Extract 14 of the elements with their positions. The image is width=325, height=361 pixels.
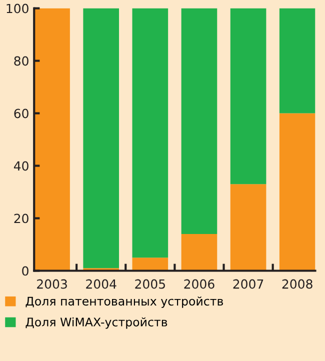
y-tick-label: 20 <box>14 214 28 224</box>
x-tick-label: 2004 <box>86 279 116 289</box>
legend-label: Доля WiMAX-устройств <box>26 317 168 329</box>
x-tick-label: 2008 <box>282 279 312 289</box>
x-tick-label: 2005 <box>135 279 165 289</box>
y-tick-label: 80 <box>14 56 28 66</box>
y-tick-label: 40 <box>14 161 28 171</box>
y-tick-label: 100 <box>6 4 28 14</box>
legend-label: Доля патентованных устройств <box>26 296 223 308</box>
x-tick-label: 2003 <box>37 279 67 289</box>
y-tick-label: 60 <box>14 108 28 118</box>
x-tick-label: 2006 <box>184 279 214 289</box>
x-tick-label: 2007 <box>233 279 264 289</box>
y-tick-label: 0 <box>22 266 28 276</box>
